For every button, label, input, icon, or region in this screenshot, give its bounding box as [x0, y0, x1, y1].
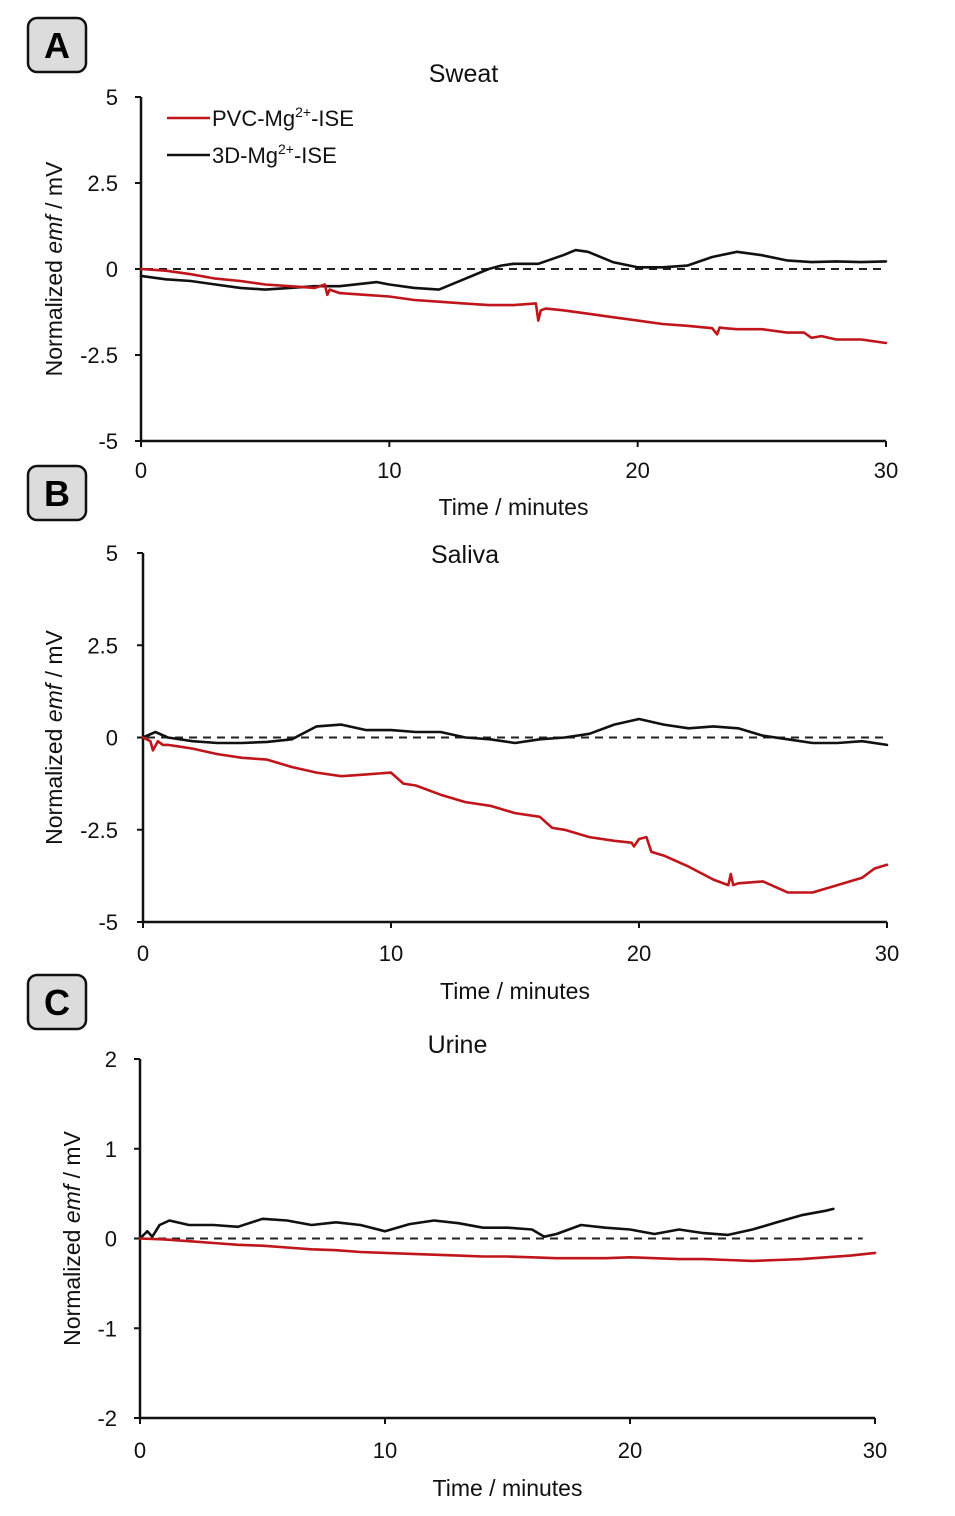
legend-item: 3D-Mg2+-ISE [167, 141, 337, 168]
x-axis-label: Time / minutes [433, 1475, 583, 1501]
y-axis-label-emf: emf [59, 1182, 85, 1223]
legend-label-base: 3D-Mg [212, 143, 278, 168]
y-tick-label: 2.5 [87, 171, 118, 196]
x-tick-label: 0 [134, 1438, 146, 1463]
y-axis-label-prefix: Normalized [41, 254, 67, 377]
panel-b: B Saliva 5 2.5 0 -2.5 -5 0 10 20 30 Time / minutes N… [26, 464, 899, 1004]
x-tick-label: 10 [373, 1438, 397, 1463]
y-tick-label: -1 [97, 1316, 117, 1341]
y-tick-label: -5 [98, 910, 118, 935]
x-tick-label: 0 [137, 941, 149, 966]
x-tick-label: 10 [379, 941, 403, 966]
legend-label: 3D-Mg2+-ISE [212, 141, 337, 168]
panel-letter: B [44, 473, 70, 514]
panel-letter-badge: A [26, 16, 88, 74]
chart-title: Sweat [429, 60, 499, 88]
chart-title: Urine [428, 1031, 488, 1059]
legend-label-tail: -ISE [311, 106, 354, 131]
panel-letter-box [26, 16, 88, 74]
x-tick-label: 20 [627, 941, 651, 966]
y-tick-label: -2 [97, 1406, 117, 1431]
y-axis-label: Normalized emf / mV [41, 161, 67, 376]
x-tick-label: 10 [377, 458, 401, 483]
x-axis-label: Time / minutes [439, 494, 589, 520]
y-tick-label: -2.5 [80, 343, 118, 368]
y-tick-label: -5 [98, 429, 118, 454]
panel-letter-badge: B [26, 464, 88, 522]
y-axis-label-suffix: / mV [59, 1130, 85, 1184]
panel-a: A Sweat 5 2.5 0 -2.5 -5 0 10 20 30 Time / minutes No… [26, 16, 898, 520]
legend-label-superscript: 2+ [278, 141, 294, 157]
y-tick-label: 1 [105, 1137, 117, 1162]
y-axis-label-emf: emf [41, 681, 67, 722]
legend-label-tail: -ISE [294, 143, 337, 168]
y-tick-label: 2 [105, 1047, 117, 1072]
x-tick-label: 30 [863, 1438, 887, 1463]
y-tick-label: 5 [106, 541, 118, 566]
series-line-3d-mg-ise [141, 717, 889, 747]
x-tick-label: 20 [618, 1438, 642, 1463]
x-tick-label: 30 [875, 941, 899, 966]
y-axis-label-prefix: Normalized [41, 722, 67, 845]
y-tick-label: 0 [106, 726, 118, 751]
legend-item: PVC-Mg2+-ISE [167, 104, 354, 131]
legend-label-superscript: 2+ [295, 104, 311, 120]
y-axis-label-suffix: / mV [41, 161, 67, 215]
y-axis-label-emf: emf [41, 213, 67, 254]
chart-title: Saliva [431, 541, 499, 569]
x-tick-label: 30 [874, 458, 898, 483]
x-axis-label: Time / minutes [440, 978, 590, 1004]
y-tick-label: 0 [106, 257, 118, 282]
y-tick-label: 5 [106, 85, 118, 110]
series-line-3d-mg-ise [139, 248, 888, 291]
y-axis-label-prefix: Normalized [59, 1223, 85, 1346]
series-line-pvc-mg-ise [141, 736, 889, 894]
series-line-pvc-mg-ise [138, 1237, 877, 1263]
y-tick-label: 2.5 [87, 633, 118, 658]
panel-letter-box [26, 464, 88, 522]
series-line-3d-mg-ise [138, 1207, 835, 1240]
series-line-pvc-mg-ise [139, 267, 888, 345]
legend-label-base: PVC-Mg [212, 106, 295, 131]
panel-letter: A [44, 25, 70, 66]
y-axis-label-suffix: / mV [41, 629, 67, 683]
y-axis-label: Normalized emf / mV [41, 629, 67, 844]
x-tick-label: 20 [625, 458, 649, 483]
y-tick-label: 0 [105, 1227, 117, 1252]
legend-label: PVC-Mg2+-ISE [212, 104, 354, 131]
y-tick-label: -2.5 [80, 818, 118, 843]
panel-letter: C [44, 982, 70, 1023]
y-axis-label: Normalized emf / mV [59, 1130, 85, 1345]
panel-letter-badge: C [26, 973, 88, 1031]
panel-letter-box [26, 973, 88, 1031]
x-tick-label: 0 [135, 458, 147, 483]
